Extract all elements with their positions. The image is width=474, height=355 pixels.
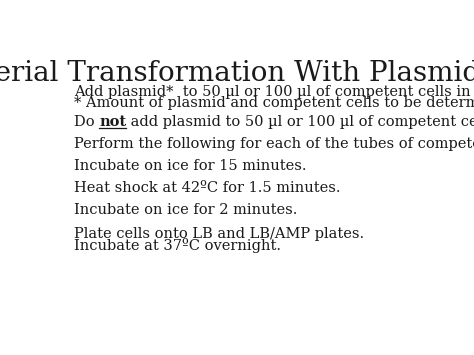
Text: Incubate at 37ºC overnight.: Incubate at 37ºC overnight.	[74, 238, 281, 253]
Text: * Amount of plasmid and competent cells to be determined: * Amount of plasmid and competent cells …	[74, 96, 474, 110]
Text: Add plasmid*  to 50 µl or 100 µl of competent cells in each of 2 tubes.: Add plasmid* to 50 µl or 100 µl of compe…	[74, 85, 474, 99]
Text: Do: Do	[74, 115, 99, 129]
Text: Heat shock at 42ºC for 1.5 minutes.: Heat shock at 42ºC for 1.5 minutes.	[74, 181, 340, 195]
Text: Bacterial Transformation With Plasmid DNA: Bacterial Transformation With Plasmid DN…	[0, 60, 474, 87]
Text: Plate cells onto LB and LB/AMP plates.: Plate cells onto LB and LB/AMP plates.	[74, 227, 364, 241]
Text: Incubate on ice for 2 minutes.: Incubate on ice for 2 minutes.	[74, 202, 297, 217]
Text: Incubate on ice for 15 minutes.: Incubate on ice for 15 minutes.	[74, 159, 307, 173]
Text: not: not	[99, 115, 126, 129]
Text: add plasmid to 50 µl or 100 µl of competent cells in each of 2 additional tubes.: add plasmid to 50 µl or 100 µl of compet…	[126, 115, 474, 129]
Text: Perform the following for each of the tubes of competent cells.: Perform the following for each of the tu…	[74, 137, 474, 151]
